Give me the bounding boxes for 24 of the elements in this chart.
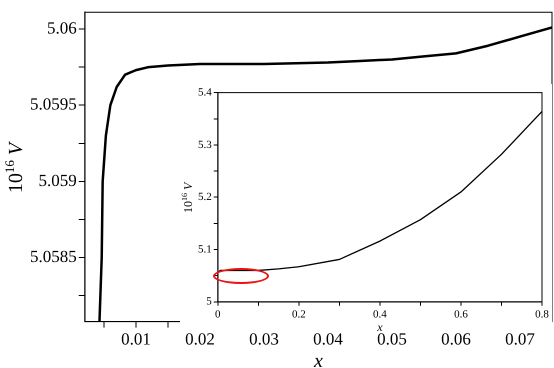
x-axis-title: x [312,350,323,368]
y-axis-title: 1016 V [2,140,27,194]
x-axis-title: x [376,320,384,334]
x-tick-label: 0.04 [313,329,344,348]
y-tick-label: 5 [206,296,212,308]
y-tick-label: 5.2 [198,191,212,204]
x-tick-label: 0.06 [441,329,471,348]
y-axis-title: 1016 V [180,181,195,214]
y-tick-label: 5.1 [198,243,212,256]
y-tick-label: 5.0585 [30,247,77,266]
x-tick-label: 0.03 [249,329,279,348]
x-tick-label: 0.8 [535,308,550,320]
x-tick-label: 0.6 [454,308,468,320]
x-tick-label: 0.01 [121,329,151,348]
y-tick-label: 5.06 [47,18,77,38]
y-tick-label: 5.059 [38,170,77,190]
x-tick-label: 0.07 [505,329,536,348]
y-tick-label: 5.0595 [30,94,77,114]
y-tick-label: 5.3 [198,138,212,151]
y-tick-label: 5.4 [198,86,212,98]
x-tick-label: 0.2 [292,308,306,320]
x-tick-label: 0 [215,308,221,320]
x-tick-label: 0.4 [373,308,388,320]
x-tick-label: 0.02 [185,329,215,348]
